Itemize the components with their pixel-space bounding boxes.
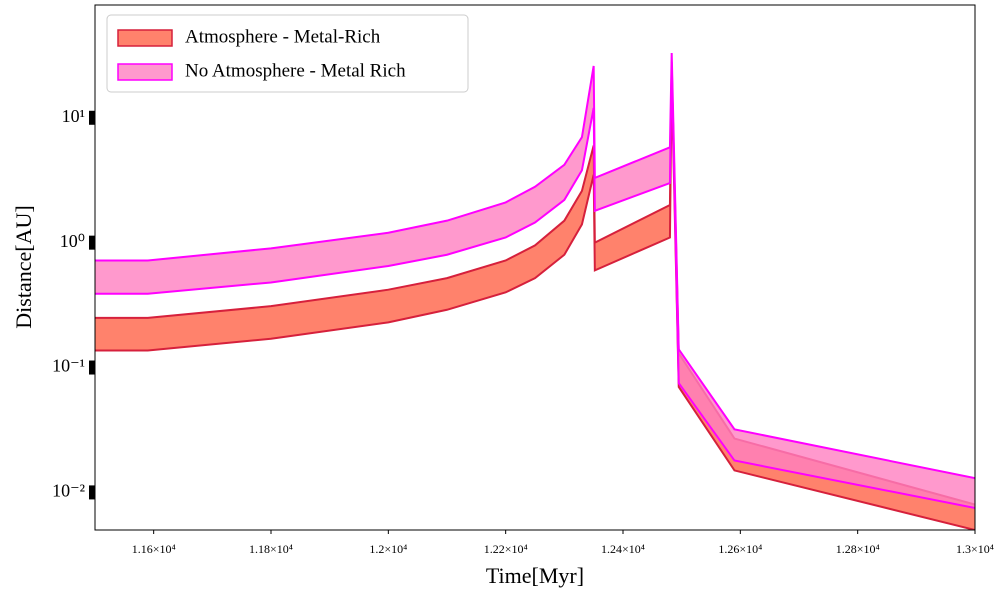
y-tick-label: 10¹ [62, 106, 85, 126]
band-area [95, 53, 975, 509]
y-tick [89, 110, 95, 125]
y-tick-label: 10⁻² [52, 481, 85, 501]
y-tick-label: 10⁰ [60, 231, 85, 251]
x-tick-label: 1.26×10⁴ [718, 542, 762, 556]
y-tick [89, 485, 95, 500]
x-tick-label: 1.2×10⁴ [369, 542, 407, 556]
legend-label: Atmosphere - Metal-Rich [185, 26, 381, 47]
x-tick-label: 1.24×10⁴ [601, 542, 645, 556]
y-tick-label: 10⁻¹ [52, 356, 85, 376]
legend-box [106, 14, 469, 93]
band-lower-edge [95, 61, 975, 509]
x-tick-label: 1.18×10⁴ [249, 542, 293, 556]
x-tick-label: 1.22×10⁴ [484, 542, 528, 556]
plot-area [95, 53, 975, 530]
y-tick [89, 360, 95, 375]
x-tick-label: 1.16×10⁴ [132, 542, 176, 556]
x-tick-label: 1.28×10⁴ [836, 542, 880, 556]
axes-frame [94, 4, 976, 531]
legend-label: No Atmosphere - Metal Rich [185, 60, 406, 81]
y-tick [89, 235, 95, 250]
legend-swatch [117, 29, 173, 47]
x-axis-label: Time[Myr] [486, 563, 584, 588]
legend-swatch [117, 63, 173, 81]
y-axis-label: Distance[AU] [11, 205, 36, 328]
x-tick-label: 1.3×10⁴ [956, 542, 994, 556]
